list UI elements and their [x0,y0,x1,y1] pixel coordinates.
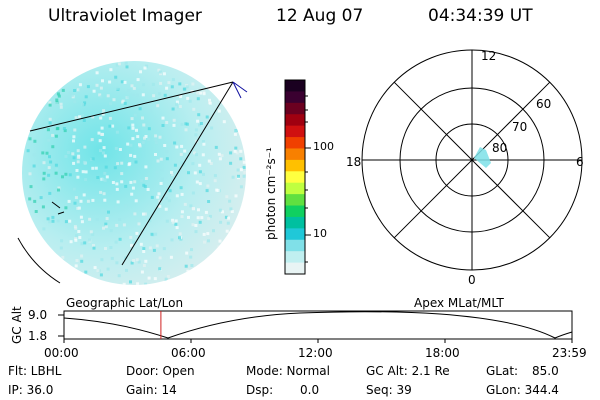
colorbar-swatch [285,137,305,150]
seq-status: Seq: 39 [366,383,412,397]
colorbar-swatch [285,251,305,264]
time-tick-0000: 00:00 [44,346,79,360]
polar-lat-60: 60 [536,97,552,111]
alt-tick-low: 1.8 [28,329,48,343]
instrument-title: Ultraviolet Imager [48,6,202,26]
limb-arc [17,237,61,284]
mode-status: Mode: Normal [246,364,330,378]
polar-lat-80: 80 [492,141,508,155]
colorbar-swatch [285,239,305,252]
earth-image [17,61,248,285]
time-label: 04:34:39 UT [428,6,533,26]
polar-label-12: 12 [481,49,497,63]
apex-caption: Apex MLat/MLT [414,296,504,310]
colorbar-swatch [285,80,305,93]
colorbar-swatch [285,148,305,161]
colorbar-swatch [285,91,305,104]
meridian-line [121,81,234,266]
colorbar-unit-label: photon cm⁻²s⁻¹ [264,147,278,240]
polar-label-18: 18 [346,155,362,169]
glat-label: GLat: [486,364,519,378]
date-label: 12 Aug 07 [276,6,364,26]
gain-status: Gain: 14 [126,383,177,397]
polar-label-6: 6 [576,155,584,169]
colorbar-swatch [285,205,305,218]
gc-alt-status: GC Alt: 2.1 Re [366,364,450,378]
colorbar-swatch [285,159,305,172]
colorbar-swatch [285,125,305,138]
gc-alt-axis-label: GC Alt [10,306,24,344]
colorbar-tick-100: 100 [313,140,334,153]
glon-status: GLon: 344.4 [486,383,559,397]
colorbar-tick-10: 10 [313,227,327,240]
time-tick-2359: 23:59 [552,346,587,360]
colorbar-swatch [285,102,305,115]
dsp-label: Dsp: [246,383,274,397]
colorbar-swatch [285,194,305,207]
polar-plot [361,49,583,271]
colorbar-swatch [285,216,305,229]
polar-label-0: 0 [468,273,476,287]
glat-value: 85.0 [532,364,559,378]
auroral-spot [474,147,491,168]
time-tick-1800: 18:00 [425,346,460,360]
polar-lat-70: 70 [512,120,528,134]
terminator-line [29,81,234,132]
filter-status: Flt: LBHL [8,364,62,378]
colorbar-swatch [285,228,305,241]
geographic-caption: Geographic Lat/Lon [66,296,184,310]
altitude-curve [63,311,573,339]
altitude-timeline [58,310,573,343]
time-tick-1200: 12:00 [298,346,333,360]
time-tick-0600: 06:00 [171,346,206,360]
alt-tick-high: 9.0 [28,308,48,322]
pointer-mark [232,81,248,99]
colorbar-swatch [285,182,305,195]
colorbar-swatch [285,262,305,275]
colorbar-swatch [285,171,305,184]
color-bar [285,80,305,275]
dsp-value: 0.0 [300,383,320,397]
ip-status: IP: 36.0 [8,383,54,397]
colorbar-swatch [285,114,305,127]
door-status: Door: Open [126,364,195,378]
